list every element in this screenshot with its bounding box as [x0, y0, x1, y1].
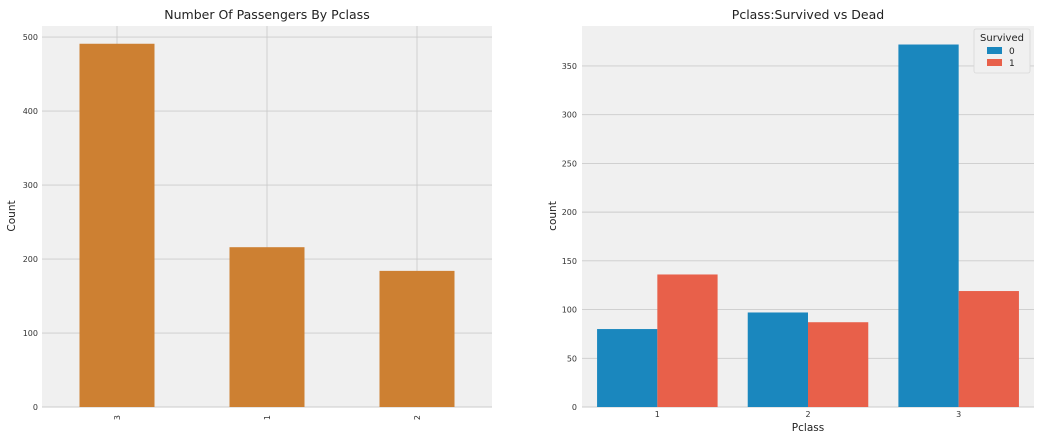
chart2-y-axis-label: count [547, 201, 559, 231]
chart1-bars [79, 43, 455, 407]
bar-survived-0 [747, 312, 808, 407]
y-tick-label: 150 [562, 257, 577, 266]
bar [229, 247, 305, 407]
legend-swatch [987, 59, 1002, 66]
chart-passengers-by-pclass: 0 100 200 300 400 500 3 1 2 Number Of Passenger… [6, 7, 492, 420]
x-tick-label: 2 [413, 415, 422, 420]
x-tick-label: 1 [655, 410, 660, 419]
y-tick-label: 200 [562, 208, 577, 217]
y-tick-label: 250 [562, 159, 577, 168]
x-tick-label: 3 [956, 410, 961, 419]
x-tick-label: 1 [263, 415, 272, 420]
legend-swatch [987, 47, 1002, 54]
legend-items: 01 [987, 47, 1015, 69]
legend-label: 0 [1009, 47, 1015, 57]
chart1-title: Number Of Passengers By Pclass [164, 7, 369, 22]
chart1-y-axis-label: Count [6, 200, 18, 231]
chart1-x-ticks: 3 1 2 [113, 415, 422, 420]
bar-survived-1 [958, 291, 1019, 407]
y-tick-label: 0 [572, 403, 577, 412]
y-tick-label: 500 [23, 33, 38, 42]
chart2-title: Pclass:Survived vs Dead [732, 7, 884, 22]
bar [79, 43, 155, 407]
x-tick-label: 2 [805, 410, 810, 419]
y-tick-label: 0 [33, 403, 38, 412]
bar-survived-1 [657, 274, 718, 407]
y-tick-label: 100 [562, 306, 577, 315]
chart2-bars [597, 44, 1019, 407]
y-tick-label: 200 [23, 255, 38, 264]
legend-title: Survived [980, 33, 1024, 44]
chart2-legend: Survived 01 [973, 28, 1031, 74]
chart1-y-ticks: 0 100 200 300 400 500 [23, 33, 38, 412]
chart2-y-ticks: 0 50 100 150 200 250 300 350 [562, 62, 577, 412]
bar-survived-0 [898, 44, 959, 407]
y-tick-label: 400 [23, 107, 38, 116]
chart2-x-ticks: 1 2 3 [655, 410, 961, 419]
y-tick-label: 300 [562, 111, 577, 120]
y-tick-label: 100 [23, 329, 38, 338]
y-tick-label: 300 [23, 181, 38, 190]
bar [379, 270, 455, 407]
legend-label: 1 [1009, 59, 1015, 69]
y-tick-label: 50 [567, 354, 577, 363]
chart-survived-vs-dead: 0 50 100 150 200 250 300 350 1 2 3 Pclass:Survive… [547, 7, 1034, 434]
chart2-x-axis-label: Pclass [792, 422, 824, 434]
bar-survived-0 [597, 329, 658, 407]
y-tick-label: 350 [562, 62, 577, 71]
bar-survived-1 [808, 322, 869, 407]
x-tick-label: 3 [113, 415, 122, 420]
